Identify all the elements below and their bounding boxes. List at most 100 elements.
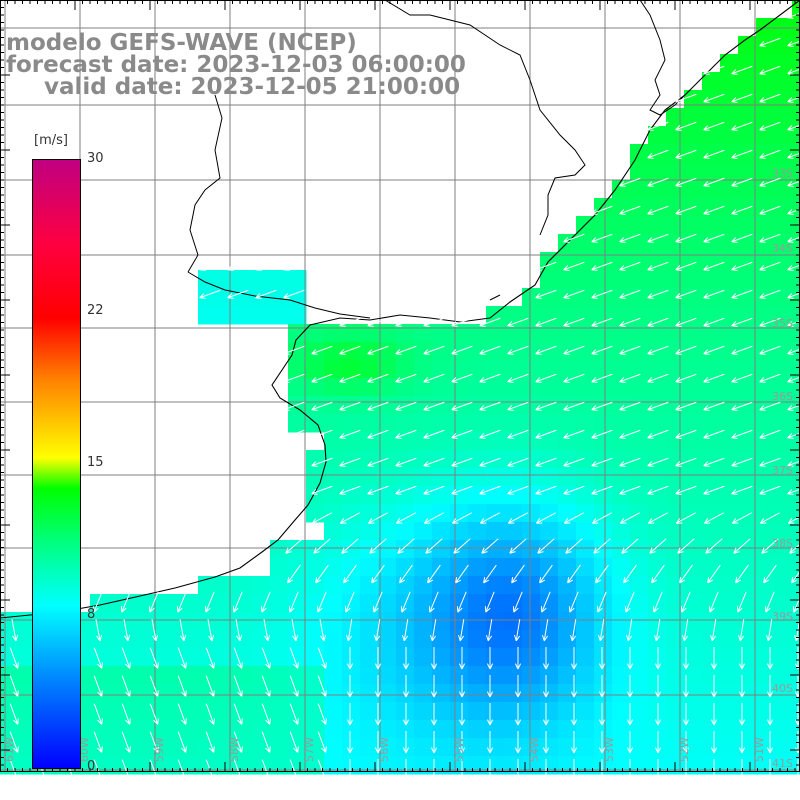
speed-cell bbox=[738, 702, 757, 721]
speed-cell bbox=[360, 648, 379, 667]
speed-cell bbox=[306, 558, 325, 577]
speed-cell bbox=[666, 702, 685, 721]
speed-cell bbox=[576, 576, 595, 595]
wind-arrow bbox=[507, 457, 529, 467]
speed-cell bbox=[756, 324, 775, 343]
wind-arrow bbox=[591, 401, 613, 411]
speed-cell bbox=[774, 270, 793, 289]
speed-cell bbox=[756, 234, 775, 253]
wind-arrow bbox=[507, 429, 529, 439]
speed-cell bbox=[558, 558, 577, 577]
speed-cell bbox=[378, 630, 397, 649]
speed-cell bbox=[720, 522, 739, 541]
speed-cell bbox=[594, 378, 613, 397]
wind-arrow bbox=[708, 591, 719, 613]
speed-cell bbox=[396, 684, 415, 703]
speed-cell bbox=[702, 306, 721, 325]
wind-arrow bbox=[458, 759, 466, 782]
speed-cell bbox=[306, 324, 325, 343]
wind-arrow bbox=[675, 93, 697, 103]
wind-arrow bbox=[507, 317, 529, 327]
wind-arrow bbox=[374, 703, 382, 726]
speed-cell bbox=[162, 594, 181, 613]
speed-cell bbox=[306, 342, 325, 361]
speed-cell bbox=[576, 360, 595, 379]
latitude-label: 41S bbox=[772, 757, 793, 770]
speed-cell bbox=[594, 594, 613, 613]
colorbar-tick-30: 30 bbox=[87, 151, 104, 166]
speed-cell bbox=[720, 180, 739, 199]
wind-arrow bbox=[703, 401, 725, 411]
speed-cell bbox=[666, 216, 685, 235]
speed-cell bbox=[720, 540, 739, 559]
speed-cell bbox=[756, 54, 775, 73]
speed-cell bbox=[792, 648, 800, 667]
speed-cell bbox=[270, 684, 289, 703]
speed-cell bbox=[162, 738, 181, 757]
speed-cell bbox=[576, 450, 595, 469]
wind-arrow bbox=[285, 538, 303, 554]
speed-cell bbox=[774, 180, 793, 199]
speed-cell bbox=[198, 612, 217, 631]
wind-arrow bbox=[738, 619, 745, 642]
speed-cell bbox=[576, 414, 595, 433]
speed-cell bbox=[342, 666, 361, 685]
speed-cell bbox=[648, 288, 667, 307]
wind-arrow bbox=[179, 619, 187, 642]
speed-cell bbox=[288, 414, 307, 433]
wind-arrow bbox=[455, 564, 469, 584]
speed-cell bbox=[594, 666, 613, 685]
speed-cell bbox=[504, 630, 523, 649]
speed-cell bbox=[630, 414, 649, 433]
speed-cell bbox=[774, 72, 793, 91]
speed-cell bbox=[684, 378, 703, 397]
wind-arrow bbox=[346, 731, 354, 754]
speed-cell bbox=[612, 324, 631, 343]
speed-cell bbox=[720, 162, 739, 181]
speed-cell bbox=[576, 432, 595, 451]
speed-cell bbox=[774, 594, 793, 613]
wind-arrow bbox=[570, 619, 577, 642]
speed-cell bbox=[90, 594, 109, 613]
speed-cell bbox=[126, 738, 145, 757]
speed-cell bbox=[288, 666, 307, 685]
speed-cell bbox=[396, 576, 415, 595]
speed-cell bbox=[414, 540, 433, 559]
wind-arrow bbox=[311, 485, 333, 495]
speed-cell bbox=[756, 72, 775, 91]
speed-cell bbox=[702, 108, 721, 127]
speed-cell bbox=[108, 612, 127, 631]
colorbar-tick-15: 15 bbox=[87, 455, 104, 470]
speed-cell bbox=[486, 630, 505, 649]
wind-arrow bbox=[371, 564, 385, 584]
speed-cell bbox=[792, 270, 800, 289]
wind-arrow bbox=[647, 317, 669, 327]
wind-arrow bbox=[451, 373, 473, 383]
speed-cell bbox=[216, 720, 235, 739]
wind-arrow bbox=[563, 345, 585, 355]
wind-arrow bbox=[430, 731, 438, 754]
speed-cell bbox=[792, 378, 800, 397]
speed-cell bbox=[288, 612, 307, 631]
speed-cell bbox=[18, 720, 37, 739]
speed-cell bbox=[648, 540, 667, 559]
speed-cell bbox=[522, 468, 541, 487]
speed-cell bbox=[108, 702, 127, 721]
wind-arrow bbox=[374, 731, 382, 754]
speed-cell bbox=[432, 720, 451, 739]
speed-cell bbox=[378, 540, 397, 559]
wind-arrow bbox=[507, 401, 529, 411]
speed-cell bbox=[594, 234, 613, 253]
speed-cell bbox=[774, 360, 793, 379]
speed-cell bbox=[774, 288, 793, 307]
wind-arrow bbox=[626, 619, 633, 642]
speed-cell bbox=[306, 450, 325, 469]
speed-cell bbox=[666, 504, 685, 523]
speed-cell bbox=[720, 360, 739, 379]
wind-arrow bbox=[703, 177, 725, 187]
speed-cell bbox=[360, 612, 379, 631]
wind-arrow bbox=[591, 485, 613, 495]
wind-arrow bbox=[92, 591, 103, 613]
speed-cell bbox=[414, 378, 433, 397]
speed-cell bbox=[666, 414, 685, 433]
